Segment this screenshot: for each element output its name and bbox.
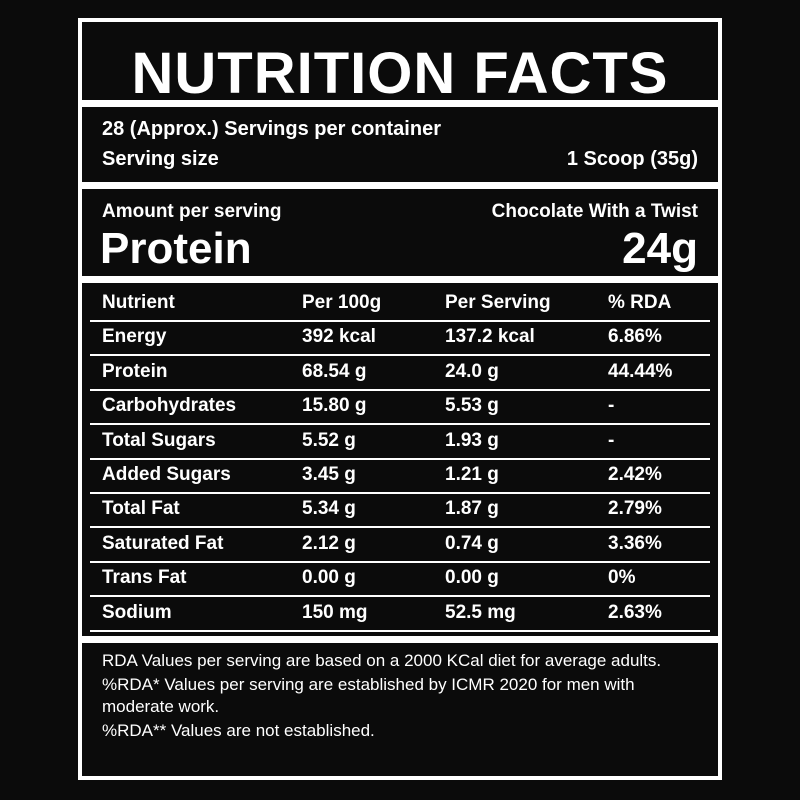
cell: 2.42% xyxy=(608,464,662,485)
cell: 0% xyxy=(608,567,636,589)
cell: 5.53 g xyxy=(445,395,499,417)
nutrient-row: Saturated Fat 2.12 g 0.74 g 3.36% xyxy=(90,527,710,563)
cell: 3.36% xyxy=(608,532,662,554)
cell: Per 100g xyxy=(302,292,382,313)
cell: 68.54 g xyxy=(302,360,367,382)
cell: Sodium xyxy=(102,601,172,623)
nutrient-row: Carbohydrates 15.80 g 5.53 g - xyxy=(90,389,710,426)
label-panel: NUTRITION FACTS 28 (Approx.) Servings pe… xyxy=(78,18,722,780)
cell: 2.63% xyxy=(608,601,662,623)
nutrient-row: Added Sugars 3.45 g 1.21 g 2.42% xyxy=(90,458,710,494)
cell: 392 kcal xyxy=(302,326,376,348)
cell: - xyxy=(608,395,615,417)
divider xyxy=(82,100,718,107)
footnote: %RDA** Values are not established. xyxy=(102,720,375,740)
cell: 15.80 g xyxy=(302,395,367,417)
divider xyxy=(82,276,718,283)
footnotes: RDA Values per serving are based on a 20… xyxy=(102,650,692,743)
cell: Total Fat xyxy=(102,498,180,520)
cell: 44.44% xyxy=(608,360,673,382)
nutrient-row: Protein 68.54 g 24.0 g 44.44% xyxy=(90,355,710,391)
amount-label: Amount per serving xyxy=(102,201,282,222)
cell: 2.12 g xyxy=(302,532,356,554)
cell: 0.74 g xyxy=(445,532,499,554)
cell: % RDA xyxy=(608,292,672,313)
servings-per-container: 28 (Approx.) Servings per container xyxy=(102,118,441,140)
cell: 24.0 g xyxy=(445,360,499,382)
divider xyxy=(82,182,718,189)
cell: 6.86% xyxy=(608,326,662,348)
title: NUTRITION FACTS xyxy=(131,41,669,106)
cell: 0.00 g xyxy=(445,567,499,589)
cell: Per Serving xyxy=(445,292,551,313)
cell: Nutrient xyxy=(102,292,175,313)
cell: Protein xyxy=(102,360,168,382)
nutrient-row: Energy 392 kcal 137.2 kcal 6.86% xyxy=(90,320,710,357)
cell: 52.5 mg xyxy=(445,601,516,623)
serving-size-label: Serving size xyxy=(102,148,219,170)
cell: Carbohydrates xyxy=(102,395,237,417)
footnote: RDA Values per serving are based on a 20… xyxy=(102,651,662,670)
cell: 1.21 g xyxy=(445,464,499,485)
cell: 1.93 g xyxy=(445,429,499,451)
cell: 3.45 g xyxy=(302,464,356,485)
nutrient-row: Total Sugars 5.52 g 1.93 g - xyxy=(90,424,710,460)
nutrient-row: Total Fat 5.34 g 1.87 g 2.79% xyxy=(90,492,710,529)
divider xyxy=(82,636,718,643)
cell: 1.87 g xyxy=(445,498,499,520)
cell: 5.52 g xyxy=(302,429,356,451)
cell: Added Sugars xyxy=(102,464,231,485)
serving-size-value: 1 Scoop (35g) xyxy=(566,148,698,170)
nutrient-row: Sodium 150 mg 52.5 mg 2.63% xyxy=(90,596,710,632)
cell: 137.2 kcal xyxy=(445,326,535,348)
cell: 5.34 g xyxy=(302,498,356,520)
protein-label: Protein xyxy=(100,224,252,273)
flavor: Chocolate With a Twist xyxy=(491,201,698,222)
cell: Total Sugars xyxy=(102,429,216,451)
protein-value: 24g xyxy=(622,224,698,273)
cell: 0.00 g xyxy=(302,567,356,589)
nutrient-row: Trans Fat 0.00 g 0.00 g 0% xyxy=(90,561,710,598)
footnote: %RDA* Values per serving are established… xyxy=(102,674,635,717)
cell: 2.79% xyxy=(608,498,662,520)
cell: Trans Fat xyxy=(102,567,187,589)
cell: Saturated Fat xyxy=(102,532,224,554)
header-row: Nutrient Per 100g Per Serving % RDA xyxy=(90,286,710,322)
cell: Energy xyxy=(102,326,167,348)
cell: 150 mg xyxy=(302,601,368,623)
cell: - xyxy=(608,429,615,451)
